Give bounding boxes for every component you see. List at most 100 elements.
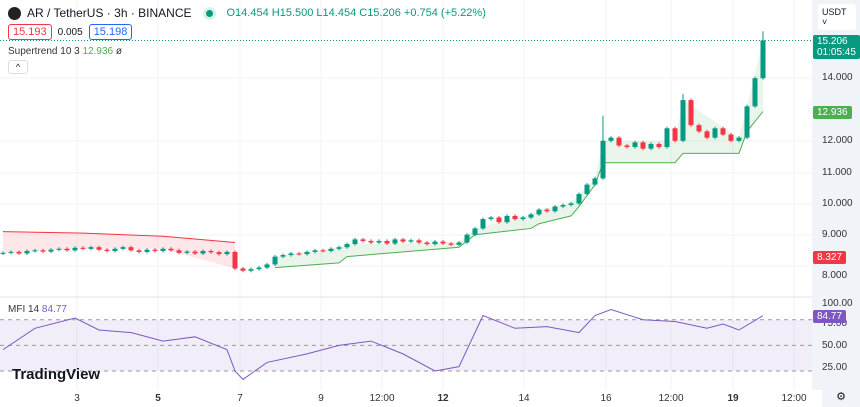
candle <box>24 250 30 254</box>
mfi-tick: 75.00 <box>822 318 848 329</box>
time-tick: 14 <box>518 393 530 404</box>
candle <box>32 250 38 252</box>
candle <box>216 252 222 255</box>
candle <box>200 250 206 254</box>
spread: 0.005 <box>57 26 83 38</box>
candle <box>104 249 110 251</box>
candle <box>88 247 94 249</box>
candle <box>176 250 182 253</box>
buy-price-button[interactable]: 15.198 <box>88 24 133 40</box>
candle <box>664 128 670 148</box>
candle <box>8 251 14 253</box>
candle <box>456 242 462 245</box>
candle <box>400 239 406 242</box>
candle <box>640 142 646 149</box>
supertrend-down-line <box>2 231 236 244</box>
candle <box>720 128 726 135</box>
price-tick: 14.000 <box>822 72 853 83</box>
candle <box>752 78 758 107</box>
candle <box>744 106 750 138</box>
settings-gear-icon[interactable]: ⚙ <box>822 390 860 407</box>
candle <box>208 250 214 253</box>
sell-price-button[interactable]: 15.193 <box>8 24 52 40</box>
candle <box>424 242 430 245</box>
candle <box>296 253 302 255</box>
candle <box>392 239 398 244</box>
candle <box>608 137 614 141</box>
candle <box>488 217 494 220</box>
mfi-tick: 100.00 <box>822 298 853 309</box>
candle <box>192 251 198 254</box>
candle <box>632 142 638 148</box>
candle <box>432 241 438 245</box>
candle <box>592 178 598 185</box>
candle <box>536 209 542 215</box>
time-tick: 12:00 <box>781 393 807 404</box>
candle <box>120 247 126 249</box>
candle <box>184 251 190 253</box>
candle <box>280 255 286 257</box>
supertrend-legend[interactable]: Supertrend 10 3 12.936 ø <box>8 46 122 57</box>
candle <box>112 248 118 251</box>
candle <box>304 251 310 255</box>
candle <box>312 250 318 252</box>
candle <box>168 248 174 251</box>
candle <box>416 240 422 243</box>
candle <box>576 194 582 204</box>
ohlc-values: O14.454 H15.500 L14.454 C15.206 +0.754 (… <box>226 7 486 19</box>
candle <box>760 40 766 79</box>
candle <box>528 214 534 218</box>
supertrend-up-line <box>274 111 764 269</box>
candle <box>64 248 70 251</box>
currency-select[interactable]: USDT ˅ <box>818 4 856 30</box>
collapse-chevron-icon[interactable]: ^ <box>8 60 28 74</box>
candle <box>224 251 230 255</box>
candle <box>256 267 262 270</box>
price-tick: 9.000 <box>822 229 848 240</box>
candle <box>48 249 54 252</box>
candle <box>448 243 454 245</box>
time-tick: 9 <box>318 393 324 404</box>
symbol-title[interactable]: AR / TetherUS · 3h · BINANCE <box>27 6 192 20</box>
candle <box>560 204 566 207</box>
supertrend-up-fill <box>275 40 763 268</box>
candle <box>680 100 686 141</box>
price-tick: 12.000 <box>822 135 853 146</box>
candle <box>96 247 102 250</box>
candle <box>440 241 446 244</box>
market-status-icon <box>205 9 213 17</box>
candle <box>288 253 294 256</box>
time-tick: 12 <box>437 393 449 404</box>
candle <box>360 239 366 241</box>
candle <box>376 240 382 243</box>
time-tick: 5 <box>155 393 161 404</box>
candle <box>728 134 734 141</box>
candle <box>272 256 278 265</box>
mfi-tag: 84.77 <box>813 310 847 323</box>
last-price-tag: 15.206 01:05:45 <box>813 35 860 59</box>
mfi-line <box>2 308 764 381</box>
mfi-legend[interactable]: MFI 14 84.77 <box>8 304 67 315</box>
time-tick: 3 <box>74 393 80 404</box>
candle <box>352 239 358 245</box>
ar-logo-icon <box>8 6 21 20</box>
candle <box>152 249 158 251</box>
candle <box>232 251 238 269</box>
time-tick: 12:00 <box>369 393 395 404</box>
candle <box>552 206 558 212</box>
price-chart[interactable] <box>0 0 812 390</box>
candle <box>568 203 574 205</box>
price-axis[interactable] <box>812 0 860 390</box>
candle <box>160 248 166 251</box>
price-tick: 11.000 <box>822 167 852 178</box>
candle <box>656 143 662 148</box>
candle <box>736 137 742 141</box>
candle <box>600 140 606 179</box>
candle <box>512 215 518 220</box>
candle <box>496 217 502 223</box>
symbol-header: AR / TetherUS · 3h · BINANCE O14.454 H15… <box>8 6 486 20</box>
quote-box: 15.193 0.005 15.198 <box>8 24 133 40</box>
candle <box>128 247 134 251</box>
candle <box>504 215 510 223</box>
candle <box>368 240 374 243</box>
